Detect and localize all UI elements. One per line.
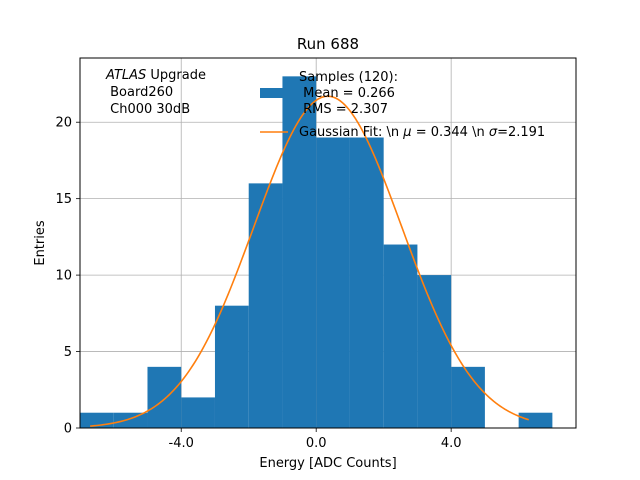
legend-fit-part-3: =2.191 — [497, 125, 545, 140]
y-axis-ticks: 0 5 10 15 20 — [55, 116, 80, 437]
histogram-bar — [518, 412, 553, 428]
annotation-line-1: ATLAS Upgrade — [105, 68, 206, 83]
histogram-bar — [383, 244, 418, 428]
legend-fit-sigma: σ — [489, 125, 498, 140]
annotation-upgrade: Upgrade — [146, 68, 206, 83]
chart-title: Run 688 — [297, 35, 359, 53]
x-axis-label: Energy [ADC Counts] — [259, 456, 396, 471]
histogram-bar — [349, 137, 384, 428]
plot-frame — [79, 57, 577, 429]
legend-fit-label: Gaussian Fit: \n μ = 0.344 \n σ=2.191 — [299, 125, 545, 140]
y-axis-label: Entries — [33, 220, 48, 266]
legend-hist-line-2: Mean = 0.266 — [299, 86, 395, 101]
x-tick-label: -4.0 — [169, 436, 194, 451]
y-tick-label: 0 — [64, 422, 72, 437]
y-tick-label: 15 — [55, 192, 72, 207]
x-axis-ticks: -4.0 0.0 4.0 — [169, 428, 462, 451]
y-tick-label: 20 — [55, 116, 72, 131]
legend-fit-part-1: Gaussian Fit: \n — [299, 125, 403, 140]
y-tick-label: 5 — [64, 345, 72, 360]
annotation-line-2: Board260 — [106, 85, 173, 100]
histogram-bar — [282, 76, 317, 428]
histogram-bar — [248, 183, 283, 428]
histogram-bar — [451, 366, 485, 428]
legend-hist-swatch — [260, 88, 288, 98]
gaussian-fit-curve — [90, 95, 529, 427]
annotation-line-3: Ch000 30dB — [106, 102, 190, 117]
legend-fit-mu: μ — [402, 125, 411, 140]
y-tick-label: 10 — [55, 269, 72, 284]
x-tick-label: 4.0 — [441, 436, 462, 451]
histogram-bar — [214, 305, 249, 428]
atlas-annotation: ATLAS Upgrade Board260 Ch000 30dB — [105, 68, 206, 117]
legend-hist-line-3: RMS = 2.307 — [299, 102, 388, 117]
histogram-bar — [113, 412, 148, 428]
x-tick-label: 0.0 — [306, 436, 327, 451]
legend: Samples (120): Mean = 0.266 RMS = 2.307 … — [260, 70, 545, 140]
histogram-bar — [417, 275, 452, 428]
legend-hist-line-1: Samples (120): — [299, 70, 398, 85]
annotation-atlas: ATLAS — [105, 68, 146, 83]
histogram-bar — [316, 137, 350, 428]
legend-fit-part-2: = 0.344 \n — [412, 125, 489, 140]
histogram-bar — [147, 366, 182, 428]
histogram-bar — [181, 397, 215, 428]
